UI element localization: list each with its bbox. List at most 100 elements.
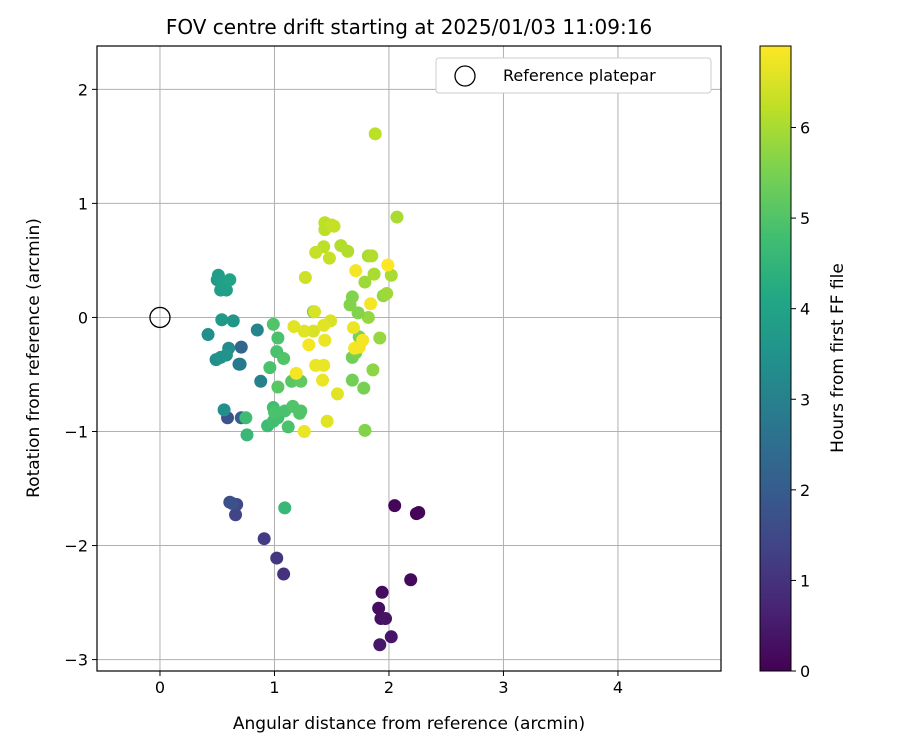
data-point (277, 352, 291, 365)
legend-box (435, 57, 712, 94)
data-point (287, 320, 301, 334)
data-point (257, 532, 271, 546)
y-tick-label: −2 (64, 537, 88, 556)
data-point (346, 321, 360, 335)
data-point (226, 314, 240, 328)
data-point (372, 601, 386, 615)
x-axis-ticks: 0 1 2 3 4 (155, 671, 623, 697)
legend-label: Reference platepar (503, 66, 656, 85)
data-point (217, 403, 231, 417)
data-point (278, 501, 292, 515)
data-point (219, 348, 233, 362)
data-point (345, 290, 359, 304)
data-point (384, 630, 398, 644)
data-point (358, 275, 372, 289)
y-tick-label: 2 (78, 80, 88, 99)
data-point (281, 420, 295, 434)
colorbar-tick-label: 3 (800, 390, 810, 409)
data-point (232, 357, 246, 371)
data-point (373, 638, 387, 652)
data-point (327, 219, 341, 233)
data-point (250, 323, 264, 337)
x-tick-label: 1 (269, 678, 279, 697)
data-point (367, 267, 381, 281)
data-point (302, 338, 316, 352)
chart-title: FOV centre drift starting at 2025/01/03 … (166, 15, 652, 39)
grid-lines (97, 46, 721, 671)
data-point (294, 404, 308, 418)
data-point (240, 428, 254, 442)
data-point (297, 324, 311, 338)
data-point (320, 414, 334, 428)
data-point (263, 361, 277, 375)
data-point (356, 333, 370, 347)
data-point (297, 424, 311, 438)
colorbar: 0 1 2 3 4 5 6 Hours from first FF file (759, 45, 848, 681)
colorbar-label: Hours from first FF file (828, 263, 848, 453)
data-point (201, 328, 215, 342)
data-point (379, 612, 393, 626)
data-point (381, 258, 395, 272)
data-point (254, 374, 268, 388)
plot-frame (96, 45, 722, 672)
data-point (345, 373, 359, 387)
data-point (298, 271, 312, 285)
data-point (234, 340, 248, 354)
data-point (270, 551, 284, 565)
data-point (412, 505, 426, 519)
data-points (201, 127, 426, 652)
data-point (357, 381, 371, 395)
data-point (361, 310, 375, 324)
data-point (330, 387, 344, 401)
x-tick-label: 0 (155, 678, 165, 697)
data-point (225, 496, 239, 510)
colorbar-ticks: 0 1 2 3 4 5 6 (791, 119, 810, 681)
reference-platepar-point (149, 306, 171, 329)
data-point (309, 245, 323, 259)
data-point (277, 567, 291, 581)
data-point (380, 286, 394, 300)
x-axis-label: Angular distance from reference (arcmin) (233, 714, 585, 734)
data-point (368, 127, 382, 141)
x-tick-label: 3 (498, 678, 508, 697)
y-tick-label: −3 (64, 651, 88, 670)
data-point (384, 268, 398, 282)
data-point (316, 373, 330, 387)
data-point (271, 380, 285, 394)
y-tick-label: 1 (78, 194, 88, 213)
colorbar-tick-label: 5 (800, 209, 810, 228)
data-point (239, 411, 253, 425)
y-axis-label: Rotation from reference (arcmin) (24, 218, 44, 498)
data-point (223, 273, 237, 287)
data-point (365, 249, 379, 263)
colorbar-tick-label: 6 (800, 119, 810, 138)
data-point (267, 405, 281, 419)
colorbar-tick-label: 4 (800, 300, 810, 319)
data-point (271, 331, 285, 345)
data-point (229, 508, 243, 522)
data-point (308, 305, 322, 319)
data-point (351, 306, 365, 320)
y-tick-label: 0 (78, 308, 88, 327)
data-point (317, 318, 331, 332)
data-point (358, 423, 372, 437)
data-point (373, 331, 387, 345)
data-point (306, 324, 320, 338)
colorbar-tick-label: 1 (800, 571, 810, 590)
colorbar-gradient (759, 45, 792, 672)
x-tick-label: 2 (384, 678, 394, 697)
legend-marker-reference (454, 65, 476, 87)
data-point (266, 317, 280, 331)
data-point (349, 264, 363, 278)
data-point (289, 366, 303, 380)
data-point (364, 297, 378, 311)
data-point (334, 239, 348, 253)
data-point (390, 210, 404, 224)
data-point (404, 573, 418, 587)
data-point (366, 363, 380, 377)
reference-marker (149, 306, 171, 329)
data-point (215, 313, 229, 327)
y-tick-label: −1 (64, 422, 88, 441)
legend: Reference platepar (435, 57, 712, 94)
